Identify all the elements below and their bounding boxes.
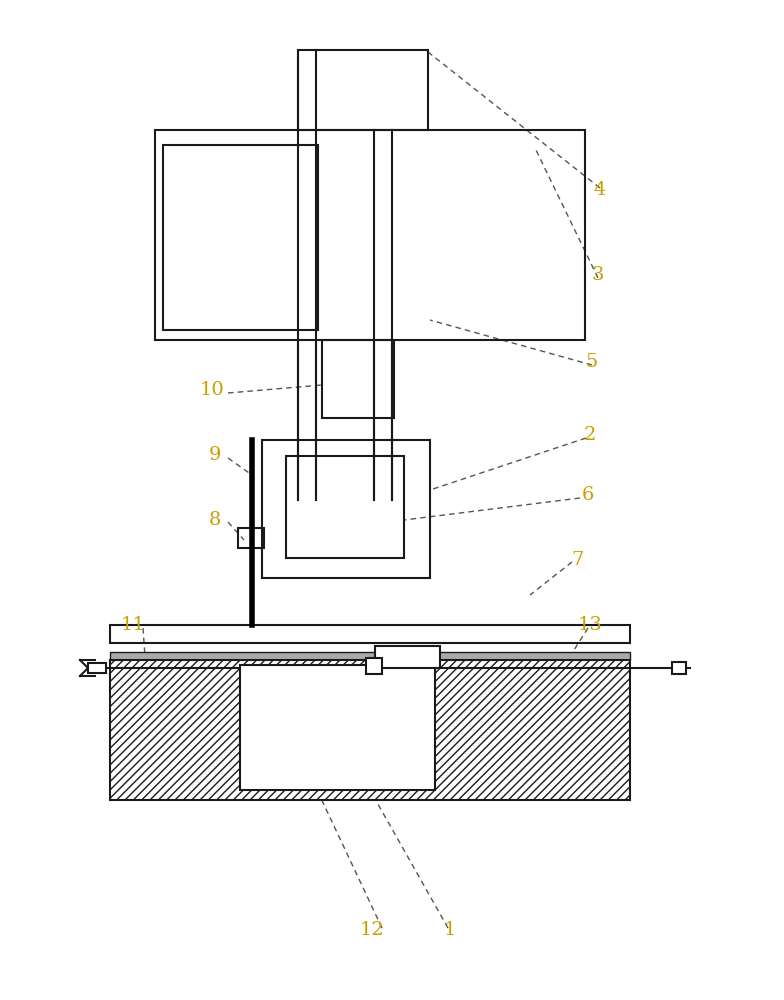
Bar bbox=[286, 456, 404, 558]
Text: 11: 11 bbox=[121, 616, 145, 634]
Text: 8: 8 bbox=[209, 511, 221, 529]
Bar bbox=[88, 663, 106, 673]
Text: 12: 12 bbox=[360, 921, 384, 939]
Bar bbox=[110, 652, 630, 660]
Text: 2: 2 bbox=[584, 426, 596, 444]
Text: 7: 7 bbox=[572, 551, 584, 569]
Bar bbox=[262, 440, 430, 578]
Bar bbox=[298, 50, 428, 130]
Text: 1: 1 bbox=[444, 921, 456, 939]
Bar bbox=[240, 665, 435, 790]
Bar bbox=[163, 145, 318, 330]
Text: 3: 3 bbox=[592, 266, 604, 284]
Text: 13: 13 bbox=[578, 616, 602, 634]
Bar bbox=[155, 130, 585, 340]
Bar bbox=[672, 662, 686, 674]
Bar bbox=[366, 658, 382, 674]
Text: 10: 10 bbox=[200, 381, 224, 399]
Text: 9: 9 bbox=[209, 446, 221, 464]
Bar bbox=[110, 625, 630, 643]
Bar bbox=[322, 340, 394, 418]
Text: 6: 6 bbox=[582, 486, 594, 504]
Bar bbox=[238, 528, 264, 548]
Bar bbox=[110, 660, 630, 800]
Text: 4: 4 bbox=[593, 181, 606, 199]
Text: 5: 5 bbox=[586, 353, 598, 371]
Bar bbox=[375, 646, 440, 668]
